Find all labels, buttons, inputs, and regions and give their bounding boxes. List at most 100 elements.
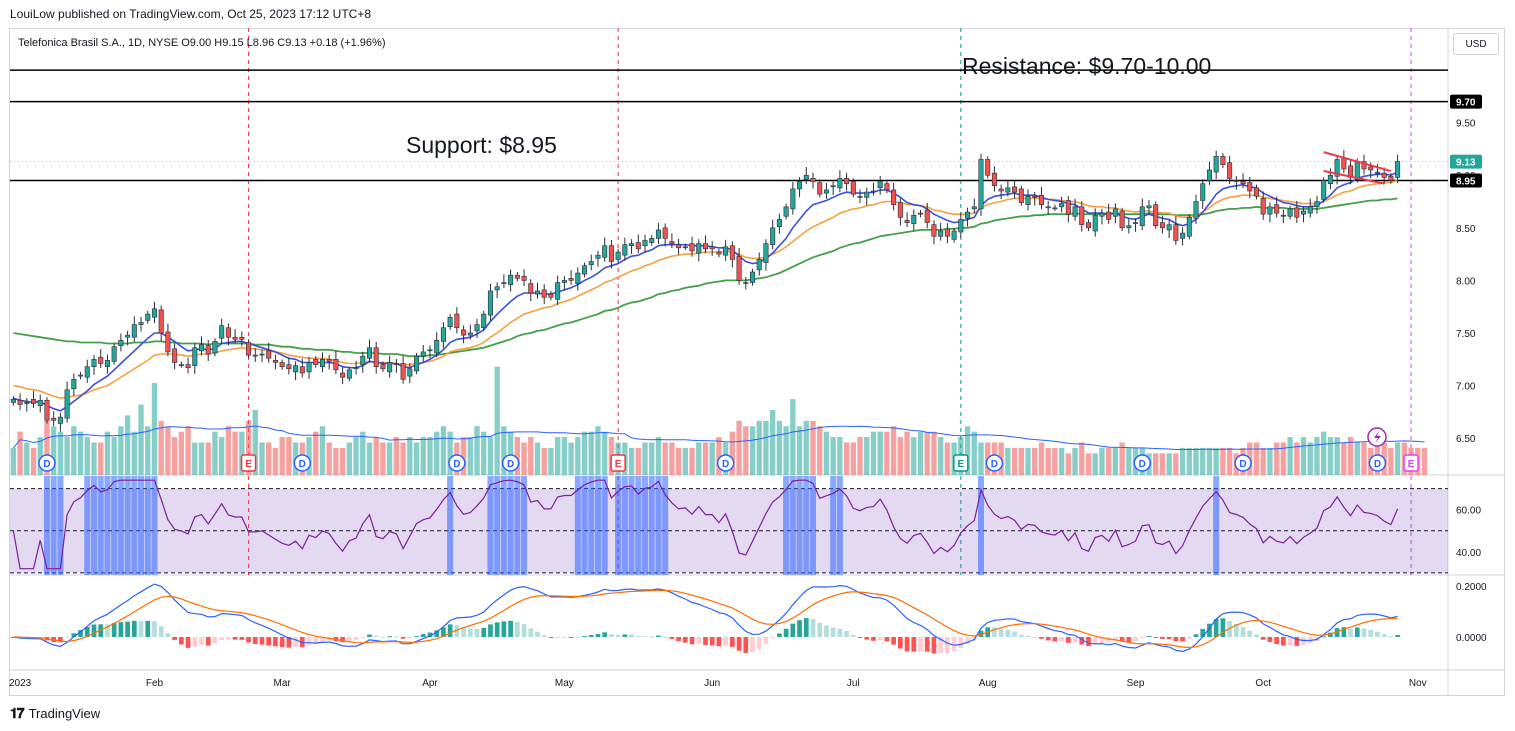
volume-bar <box>474 426 480 475</box>
candle <box>333 359 339 371</box>
publish-info: LouiLow published on TradingView.com, Oc… <box>10 7 372 21</box>
rsi-highlight <box>648 476 655 575</box>
candle <box>185 364 191 369</box>
macd-histogram-bar <box>1045 636 1051 641</box>
currency-button[interactable]: USD <box>1453 33 1499 55</box>
earnings-marker-icon[interactable] <box>953 454 969 472</box>
volume-bar <box>864 437 870 475</box>
macd-histogram-bar <box>246 636 251 643</box>
candle <box>1099 212 1105 217</box>
candle <box>454 313 460 329</box>
candle <box>1294 207 1300 218</box>
volume-bar <box>897 437 904 475</box>
candle <box>971 206 977 210</box>
volume-bar <box>50 426 57 475</box>
volume-bar <box>534 442 541 475</box>
volume-bar <box>17 431 23 475</box>
volume-bar <box>420 437 426 475</box>
candle <box>924 209 930 223</box>
macd-histogram-bar <box>125 621 130 637</box>
macd-histogram-bar <box>1126 636 1132 643</box>
volume-bar <box>1294 442 1300 475</box>
x-axis-label: Feb <box>146 678 164 689</box>
candle <box>37 400 43 406</box>
macd-histogram-bar <box>716 636 722 647</box>
dividend-marker-icon[interactable] <box>501 454 520 472</box>
macd-histogram-bar <box>360 636 366 638</box>
dividend-marker-icon[interactable] <box>716 454 735 472</box>
candle <box>911 214 917 224</box>
candle <box>111 346 117 362</box>
dividend-marker-icon[interactable] <box>1133 454 1152 472</box>
rsi-highlight <box>641 476 649 575</box>
candle <box>1314 201 1320 208</box>
volume-bar <box>1200 447 1206 475</box>
volume-bar <box>749 426 756 475</box>
candle <box>682 246 688 249</box>
candle <box>823 189 829 194</box>
volume-bar <box>407 437 413 475</box>
rsi-highlight <box>104 476 111 575</box>
macd-histogram-bar <box>1032 636 1038 638</box>
dividend-marker-icon[interactable] <box>293 454 312 472</box>
dividend-marker-icon[interactable] <box>448 454 466 472</box>
macd-histogram-bar <box>514 621 520 637</box>
dividend-marker-icon[interactable] <box>1234 454 1252 472</box>
macd-histogram-bar <box>400 636 406 639</box>
candle <box>387 362 393 373</box>
macd-histogram-bar <box>488 624 493 637</box>
volume-bar <box>514 437 521 475</box>
macd-histogram-bar <box>306 636 312 646</box>
macd-histogram-bar <box>1341 627 1347 637</box>
candle <box>985 159 991 176</box>
volume-bar <box>743 426 749 475</box>
macd-histogram-bar <box>192 636 198 647</box>
candle <box>1381 172 1387 178</box>
macd-histogram-bar <box>562 636 567 638</box>
candle <box>850 181 856 195</box>
macd-histogram-bar <box>541 635 547 637</box>
earnings-marker-icon[interactable] <box>610 454 626 472</box>
macd-histogram-bar <box>467 628 473 637</box>
volume-bar <box>1300 437 1307 475</box>
volume-bar <box>225 426 232 475</box>
volume-bar <box>1253 442 1260 475</box>
macd-histogram-bar <box>259 636 265 645</box>
macd-histogram-bar <box>992 627 997 637</box>
volume-bar <box>259 442 265 475</box>
candle <box>481 313 487 329</box>
macd-histogram-bar <box>810 619 816 637</box>
candle <box>709 246 715 250</box>
volume-bar <box>870 431 877 475</box>
macd-histogram-bar <box>689 636 695 645</box>
candle <box>790 188 796 210</box>
price-label: 8.95 <box>1456 177 1476 188</box>
macd-histogram-bar <box>1294 636 1300 646</box>
volume-bar <box>239 431 245 475</box>
earnings-marker-label: E <box>957 459 964 470</box>
price-tick-label: 6.50 <box>1456 434 1476 445</box>
candle <box>958 219 964 233</box>
dividend-marker-icon[interactable] <box>1368 454 1387 472</box>
candle <box>1126 225 1132 229</box>
macd-histogram-bar <box>864 636 870 640</box>
volume-bar <box>104 431 111 475</box>
macd-histogram-bar <box>1247 630 1253 637</box>
candle <box>897 202 903 218</box>
dividend-marker-icon[interactable] <box>38 454 56 472</box>
volume-bar <box>460 437 467 475</box>
candle <box>541 289 547 298</box>
trendline-upper <box>1323 151 1392 173</box>
dividend-marker-icon[interactable] <box>985 454 1004 472</box>
earnings-marker-icon[interactable] <box>1403 454 1419 472</box>
volume-bar <box>1347 437 1354 475</box>
candle <box>1334 159 1340 177</box>
macd-histogram-bar <box>138 620 144 637</box>
macd-histogram-bar <box>1106 636 1112 643</box>
candle <box>676 244 682 249</box>
earnings-marker-icon[interactable] <box>240 454 257 472</box>
volume-bar <box>1119 442 1125 475</box>
volume-bar <box>77 431 84 475</box>
rsi-highlight <box>117 476 124 575</box>
